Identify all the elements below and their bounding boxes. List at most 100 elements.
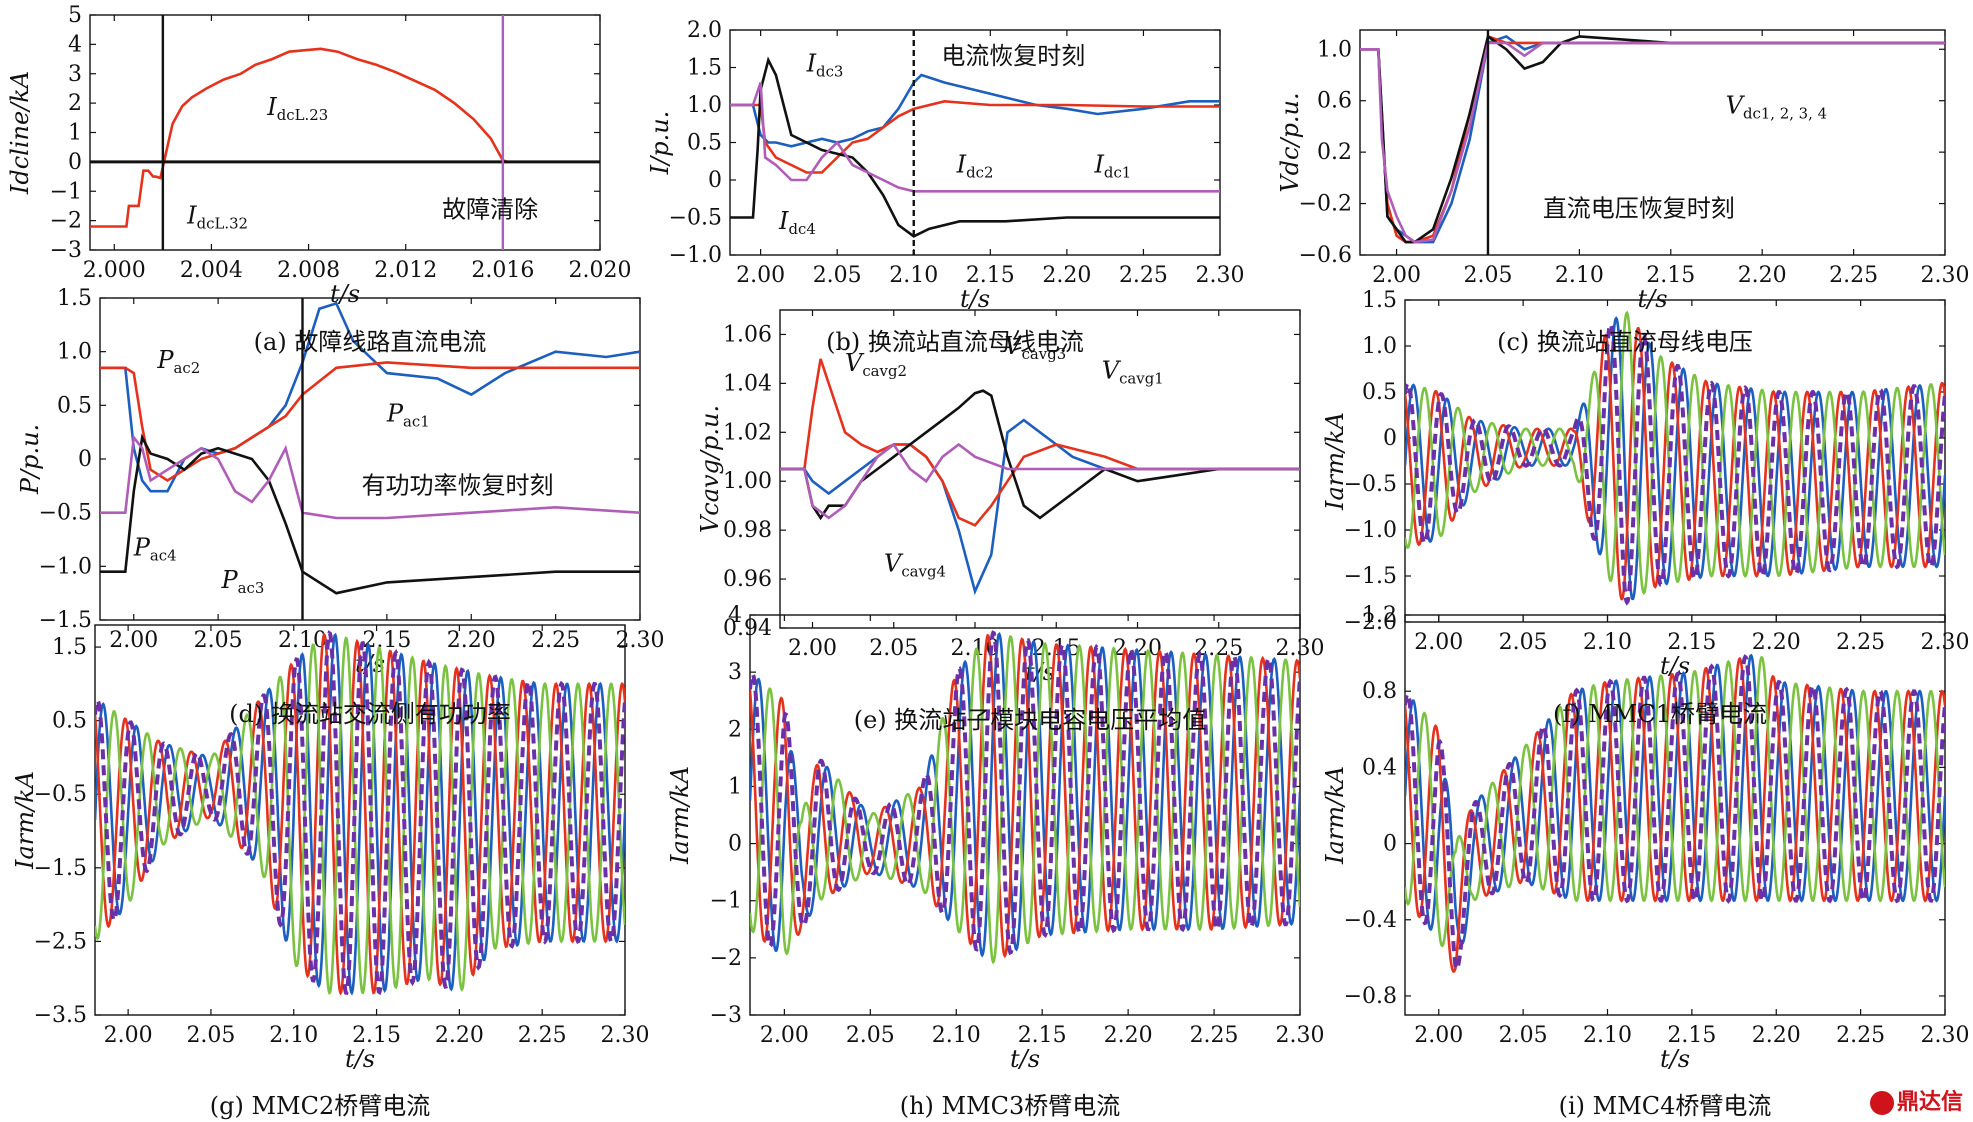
annotation-label-main: P bbox=[386, 399, 404, 427]
plot-area bbox=[780, 358, 1300, 596]
x-tick-label: 2.30 bbox=[601, 1023, 650, 1048]
plot-area bbox=[95, 630, 625, 996]
x-tick-label: 2.00 bbox=[1414, 630, 1463, 655]
series-Pac4 bbox=[100, 434, 640, 520]
annotation-label-sub: dc1, 2, 3, 4 bbox=[1743, 105, 1827, 123]
y-tick-label: 2 bbox=[68, 91, 82, 116]
x-tick-label: 2.00 bbox=[109, 628, 158, 653]
y-tick-label: −1 bbox=[50, 179, 82, 204]
x-tick-label: 2.10 bbox=[932, 1023, 981, 1048]
x-tick-label: 2.10 bbox=[1555, 263, 1604, 288]
y-tick-label: 1.04 bbox=[723, 371, 772, 396]
y-tick-label: 1 bbox=[68, 121, 82, 146]
annotation-label-sub: cavg1 bbox=[1119, 369, 1164, 387]
series-Pac3 bbox=[100, 433, 640, 595]
annotation-label: IdcL.32 bbox=[186, 202, 248, 233]
x-tick-label: 2.20 bbox=[435, 1023, 484, 1048]
annotation-label-main: I bbox=[778, 207, 789, 235]
series-Vcavg4 bbox=[780, 442, 1300, 520]
x-tick-label: 2.016 bbox=[471, 258, 534, 283]
x-tick-label: 2.25 bbox=[1190, 1023, 1239, 1048]
caption-f: (f) MMC1桥臂电流 bbox=[1552, 700, 1768, 728]
x-tick-label: 2.20 bbox=[1042, 263, 1091, 288]
y-tick-label: 0.5 bbox=[1362, 380, 1397, 405]
y-axis-label: P/p.u. bbox=[16, 424, 44, 495]
y-tick-label: 0.5 bbox=[687, 131, 722, 156]
annotation-label: Vcavg3 bbox=[1004, 332, 1066, 363]
x-tick-label: 2.05 bbox=[813, 263, 862, 288]
x-tick-label: 2.30 bbox=[1921, 263, 1970, 288]
x-tick-label: 2.004 bbox=[180, 258, 243, 283]
y-tick-label: −0.2 bbox=[1299, 192, 1352, 217]
y-tick-label: 0.6 bbox=[1317, 89, 1352, 114]
y-tick-label: 0 bbox=[78, 447, 92, 472]
chart-panel-h: 2.00 2.05 2.10 2.15 2.20 2.25 2.30 −3 −2 −1 0 1 2 3 4 t… bbox=[666, 603, 1324, 1073]
caption-i: (i) MMC4桥臂电流 bbox=[1558, 1092, 1772, 1120]
y-axis-label: Iarm/kA bbox=[1321, 412, 1349, 511]
annotation-label-main: V bbox=[1726, 92, 1746, 120]
chart-panel-i: 2.00 2.05 2.10 2.15 2.20 2.25 2.30 −0.8 −0.4 0 0.4… bbox=[1321, 603, 1969, 1073]
arm-current-trace bbox=[750, 630, 1300, 956]
x-axis-label: t/s bbox=[1637, 285, 1667, 313]
y-tick-label: −0.5 bbox=[34, 782, 87, 807]
y-tick-label: 0 bbox=[1383, 426, 1397, 451]
x-tick-label: 2.00 bbox=[104, 1023, 153, 1048]
x-axis-label: t/s bbox=[1010, 1045, 1040, 1073]
chart-panel-e: 2.00 2.05 2.10 2.15 2.20 2.25 2.300.940.960.98… bbox=[696, 309, 1324, 686]
x-tick-label: 2.20 bbox=[1752, 1023, 1801, 1048]
x-tick-label: 2.05 bbox=[846, 1023, 895, 1048]
plot-frame bbox=[1359, 29, 1946, 256]
annotation-label-sub: cavg4 bbox=[901, 563, 946, 581]
annotation-label-sub: dcL.32 bbox=[197, 215, 248, 233]
x-tick-label: 2.15 bbox=[1667, 630, 1716, 655]
x-tick-label: 2.008 bbox=[277, 258, 340, 283]
y-tick-label: −3 bbox=[50, 238, 82, 263]
y-tick-label: 3 bbox=[728, 660, 742, 685]
x-tick-label: 2.10 bbox=[1583, 1023, 1632, 1048]
y-tick-label: 2 bbox=[728, 717, 742, 742]
x-tick-label: 2.15 bbox=[966, 263, 1015, 288]
y-tick-label: −1.0 bbox=[39, 554, 92, 579]
series-Idc4 bbox=[730, 82, 1220, 193]
x-tick-label: 2.25 bbox=[1836, 1023, 1885, 1048]
arm-current-trace bbox=[95, 636, 625, 995]
series-IdcL23 bbox=[90, 47, 509, 228]
y-axis-label: Iarm/kA bbox=[1321, 766, 1349, 865]
plot-area bbox=[730, 56, 1220, 238]
y-tick-label: 0 bbox=[1383, 832, 1397, 857]
x-tick-label: 2.25 bbox=[1829, 263, 1878, 288]
arm-current-trace bbox=[1405, 322, 1945, 606]
y-tick-label: −0.5 bbox=[1344, 472, 1397, 497]
y-axis-label: Vdc/p.u. bbox=[1276, 92, 1304, 192]
annotation-label-main: I bbox=[266, 93, 277, 121]
arm-current-trace bbox=[95, 632, 625, 996]
x-axis-label: t/s bbox=[960, 285, 990, 313]
series-Idc1 bbox=[730, 73, 1220, 148]
annotation-label-main: P bbox=[133, 534, 151, 562]
y-tick-label: 4 bbox=[728, 603, 742, 628]
x-tick-label: 2.05 bbox=[869, 636, 918, 661]
y-tick-label: −0.4 bbox=[1344, 908, 1397, 933]
y-tick-label: 2.0 bbox=[687, 18, 722, 43]
y-tick-label: 0.94 bbox=[723, 616, 772, 641]
series-Idc2 bbox=[730, 99, 1220, 174]
x-tick-label: 2.10 bbox=[269, 1023, 318, 1048]
arm-current-trace bbox=[95, 630, 625, 996]
x-axis-label: t/s bbox=[345, 1045, 375, 1073]
x-tick-label: 2.10 bbox=[889, 263, 938, 288]
annotation-label-main: P bbox=[221, 566, 239, 594]
caption-e: (e) 换流站子模块电容电压平均值 bbox=[853, 706, 1207, 734]
annotation-label: Idc3 bbox=[806, 49, 844, 80]
x-tick-label: 2.10 bbox=[1583, 630, 1632, 655]
y-tick-label: 0.4 bbox=[1362, 755, 1397, 780]
series-Pac1 bbox=[100, 301, 640, 493]
annotation-label-main: P bbox=[156, 346, 174, 374]
y-tick-label: 1.0 bbox=[1317, 37, 1352, 62]
y-tick-label: 1.0 bbox=[57, 340, 92, 365]
y-axis-label: Vcavg/p.u. bbox=[696, 405, 724, 533]
series-Vdc4 bbox=[1360, 41, 1945, 244]
caption-h: (h) MMC3桥臂电流 bbox=[899, 1092, 1121, 1120]
y-tick-label: 0 bbox=[68, 150, 82, 175]
annotation-label: 故障清除 bbox=[442, 196, 538, 224]
annotation-label-sub: cavg3 bbox=[1022, 345, 1067, 363]
